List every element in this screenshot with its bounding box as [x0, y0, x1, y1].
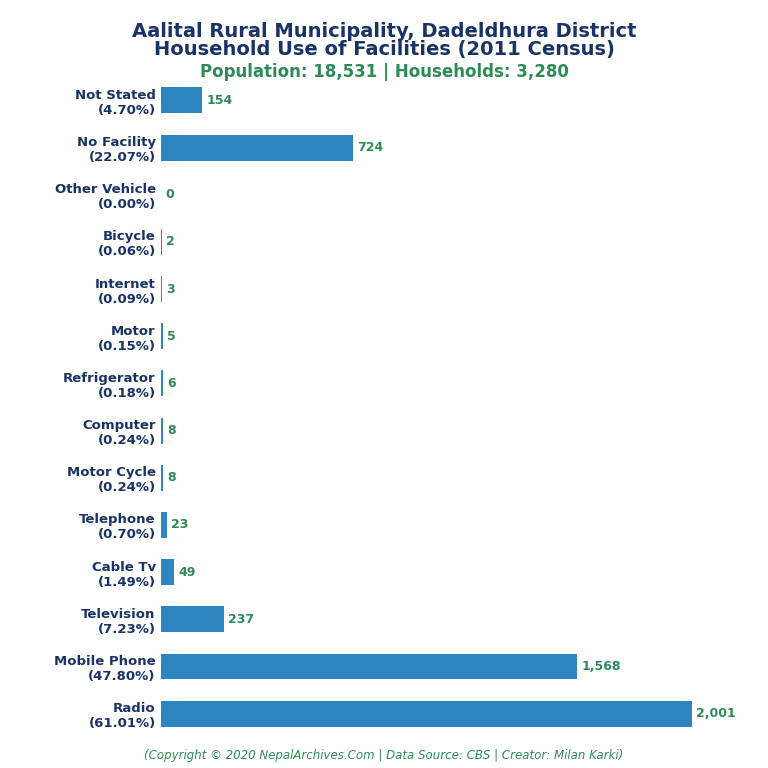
Text: 8: 8: [167, 424, 176, 437]
Bar: [161, 700, 692, 727]
Bar: [161, 370, 163, 396]
Bar: [161, 654, 578, 680]
Text: Aalital Rural Municipality, Dadeldhura District: Aalital Rural Municipality, Dadeldhura D…: [132, 22, 636, 41]
Text: 154: 154: [206, 94, 233, 107]
Text: 1,568: 1,568: [581, 660, 621, 673]
Bar: [161, 134, 353, 161]
Bar: [161, 559, 174, 585]
Text: 23: 23: [171, 518, 189, 531]
Text: Household Use of Facilities (2011 Census): Household Use of Facilities (2011 Census…: [154, 40, 614, 59]
Text: 0: 0: [165, 188, 174, 201]
Text: 237: 237: [228, 613, 254, 626]
Bar: [161, 323, 163, 349]
Text: 724: 724: [357, 141, 383, 154]
Text: 2: 2: [166, 236, 174, 248]
Bar: [161, 512, 167, 538]
Bar: [161, 88, 202, 114]
Bar: [161, 607, 224, 632]
Text: 3: 3: [166, 283, 174, 296]
Bar: [161, 465, 164, 491]
Text: 8: 8: [167, 472, 176, 485]
Text: Population: 18,531 | Households: 3,280: Population: 18,531 | Households: 3,280: [200, 63, 568, 81]
Text: (Copyright © 2020 NepalArchives.Com | Data Source: CBS | Creator: Milan Karki): (Copyright © 2020 NepalArchives.Com | Da…: [144, 749, 624, 762]
Text: 49: 49: [178, 566, 196, 578]
Text: 2,001: 2,001: [696, 707, 736, 720]
Text: 6: 6: [167, 377, 175, 390]
Bar: [161, 276, 162, 302]
Text: 5: 5: [167, 329, 175, 343]
Bar: [161, 418, 164, 444]
